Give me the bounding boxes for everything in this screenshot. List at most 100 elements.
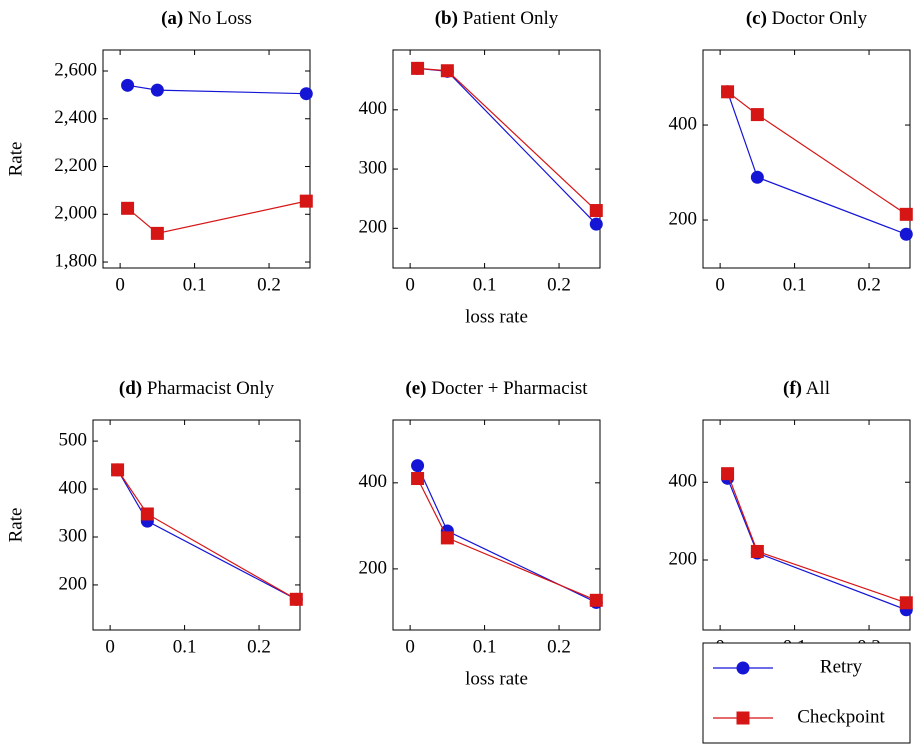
- y-tick-label: 300: [359, 157, 388, 178]
- y-tick-label: 2,400: [54, 107, 97, 128]
- marker: [750, 544, 764, 558]
- y-axis-label: Rate: [5, 142, 26, 177]
- marker: [589, 204, 603, 218]
- panel-title-text: Doctor Only: [772, 8, 868, 29]
- marker: [121, 201, 135, 215]
- marker: [299, 87, 313, 101]
- panel-label: (f): [783, 378, 802, 399]
- axes-box: [392, 419, 601, 631]
- x-tick-label: 0: [405, 636, 415, 657]
- panel-title-text: Patient Only: [463, 8, 559, 29]
- x-tick-label: 0.2: [547, 274, 571, 295]
- series-line: [727, 473, 907, 604]
- marker: [150, 83, 164, 97]
- x-tick-label: 0: [715, 274, 725, 295]
- y-tick-label: 400: [669, 113, 698, 134]
- series-line: [417, 67, 597, 211]
- panel: (b) Patient Only 0 0.1 0.2 200 300 400 loss rat…: [359, 8, 603, 327]
- legend-marker: [736, 661, 750, 675]
- marker: [899, 227, 913, 241]
- panel-label: (d): [119, 378, 142, 399]
- y-axis-label: Rate: [5, 508, 26, 543]
- y-tick-label: 400: [669, 471, 698, 492]
- y-tick-label: 2,200: [54, 155, 97, 176]
- y-tick-label: 200: [359, 217, 388, 238]
- y-tick-label: 1,800: [54, 250, 97, 271]
- series-line: [117, 469, 297, 600]
- panel-title: (f) All: [783, 378, 830, 399]
- series-line: [117, 469, 297, 600]
- y-tick-label: 200: [59, 573, 88, 594]
- y-tick-label: 500: [59, 429, 88, 450]
- x-tick-label: 0.1: [183, 274, 207, 295]
- panel-title: (c) Doctor Only: [746, 8, 868, 29]
- y-tick-label: 400: [359, 98, 388, 119]
- y-tick-label: 200: [669, 208, 698, 229]
- axes-box: [392, 49, 601, 269]
- marker: [750, 108, 764, 122]
- panel: (d) Pharmacist Only 0 0.1 0.2 200 300 400 500 Ra…: [5, 378, 303, 657]
- marker: [289, 592, 303, 606]
- axes-box: [702, 419, 911, 631]
- marker: [111, 463, 125, 477]
- panel-title: (b) Patient Only: [435, 8, 559, 29]
- marker: [411, 472, 425, 486]
- marker: [899, 596, 913, 610]
- panel: (c) Doctor Only 0 0.1 0.2 200 400: [669, 8, 913, 295]
- panel-title: (e) Docter + Pharmacist: [405, 378, 588, 399]
- marker: [411, 459, 425, 473]
- panel-label: (a): [161, 8, 183, 29]
- x-tick-label: 0.2: [547, 636, 571, 657]
- x-tick-label: 0.2: [257, 274, 281, 295]
- legend-box: [702, 642, 911, 744]
- marker: [140, 507, 154, 521]
- y-tick-label: 400: [359, 471, 388, 492]
- x-tick-label: 0.1: [783, 274, 807, 295]
- marker: [721, 467, 735, 481]
- panel-title-text: Docter + Pharmacist: [431, 378, 588, 399]
- panel-label: (e): [405, 378, 426, 399]
- marker: [299, 194, 313, 208]
- y-tick-label: 400: [59, 477, 88, 498]
- marker: [440, 531, 454, 545]
- axes-box: [102, 49, 311, 269]
- x-tick-label: 0: [105, 636, 115, 657]
- y-tick-label: 2,600: [54, 59, 97, 80]
- legend: Retry Checkpoint: [702, 642, 911, 744]
- panel-title-text: All: [806, 378, 830, 399]
- axes-box: [92, 419, 301, 631]
- marker: [721, 85, 735, 99]
- y-tick-label: 2,000: [54, 203, 97, 224]
- y-tick-label: 200: [359, 557, 388, 578]
- legend-label: Retry: [820, 656, 863, 677]
- marker: [150, 226, 164, 240]
- panel-label: (b): [435, 8, 458, 29]
- x-tick-label: 0.2: [247, 636, 271, 657]
- panel: (a) No Loss 0 0.1 0.2 1,800 2,000 2,200 2,400 2,…: [5, 8, 313, 295]
- panel-title-text: Pharmacist Only: [147, 378, 275, 399]
- x-tick-label: 0: [115, 274, 125, 295]
- x-tick-label: 0.2: [857, 274, 881, 295]
- panel-title-text: No Loss: [188, 8, 252, 29]
- series-line: [417, 67, 597, 225]
- marker: [750, 170, 764, 184]
- marker: [411, 61, 425, 75]
- marker: [589, 217, 603, 231]
- x-tick-label: 0.1: [473, 274, 497, 295]
- marker: [589, 593, 603, 607]
- y-tick-label: 200: [669, 548, 698, 569]
- panel-label: (c): [746, 8, 767, 29]
- x-tick-label: 0: [405, 274, 415, 295]
- y-tick-label: 300: [59, 525, 88, 546]
- x-axis-label: loss rate: [465, 306, 528, 327]
- legend-marker: [736, 711, 750, 725]
- marker: [121, 78, 135, 92]
- panel-title: (a) No Loss: [161, 8, 252, 29]
- legend-label: Checkpoint: [797, 706, 885, 727]
- panel-title: (d) Pharmacist Only: [119, 378, 275, 399]
- marker: [899, 207, 913, 221]
- marker: [440, 64, 454, 78]
- panel: (e) Docter + Pharmacist 0 0.1 0.2 200 400 loss…: [359, 378, 603, 689]
